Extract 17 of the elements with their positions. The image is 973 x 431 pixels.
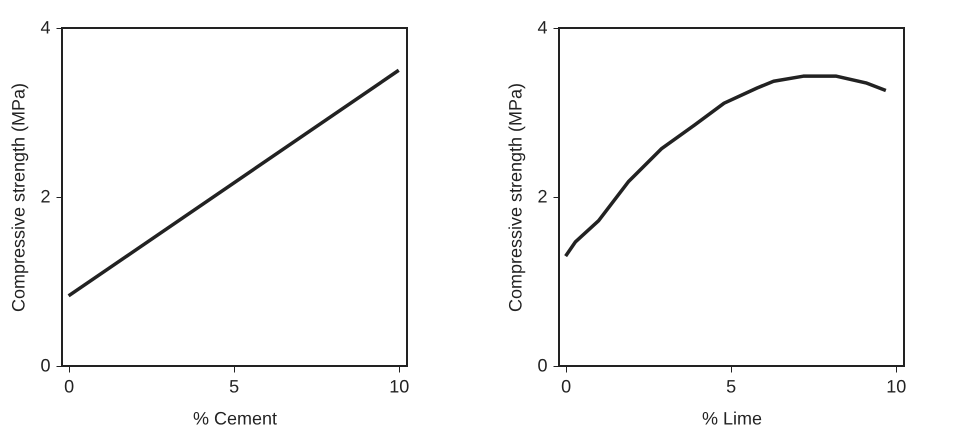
x-tick-label: 0: [561, 376, 572, 396]
x-tick-label: 5: [726, 376, 736, 396]
y-tick-label: 4: [537, 18, 548, 38]
x-tick-label: 10: [886, 376, 906, 396]
y-axis-title: Compressive strength (MPa): [505, 82, 526, 312]
x-axis-title: % Cement: [192, 408, 278, 428]
x-tick-label: 10: [389, 376, 410, 396]
y-tick-label: 0: [40, 356, 50, 376]
x-tick-label: 0: [64, 376, 74, 396]
x-tick-label: 5: [229, 376, 240, 396]
y-tick-label: 2: [537, 186, 548, 206]
y-axis-title: Compressive strength (MPa): [8, 82, 28, 312]
x-axis-title: % Lime: [702, 408, 762, 428]
y-tick-label: 0: [537, 356, 548, 376]
y-tick-label: 4: [40, 18, 50, 38]
y-tick-label: 2: [40, 186, 50, 206]
line-series: [564, 74, 888, 258]
